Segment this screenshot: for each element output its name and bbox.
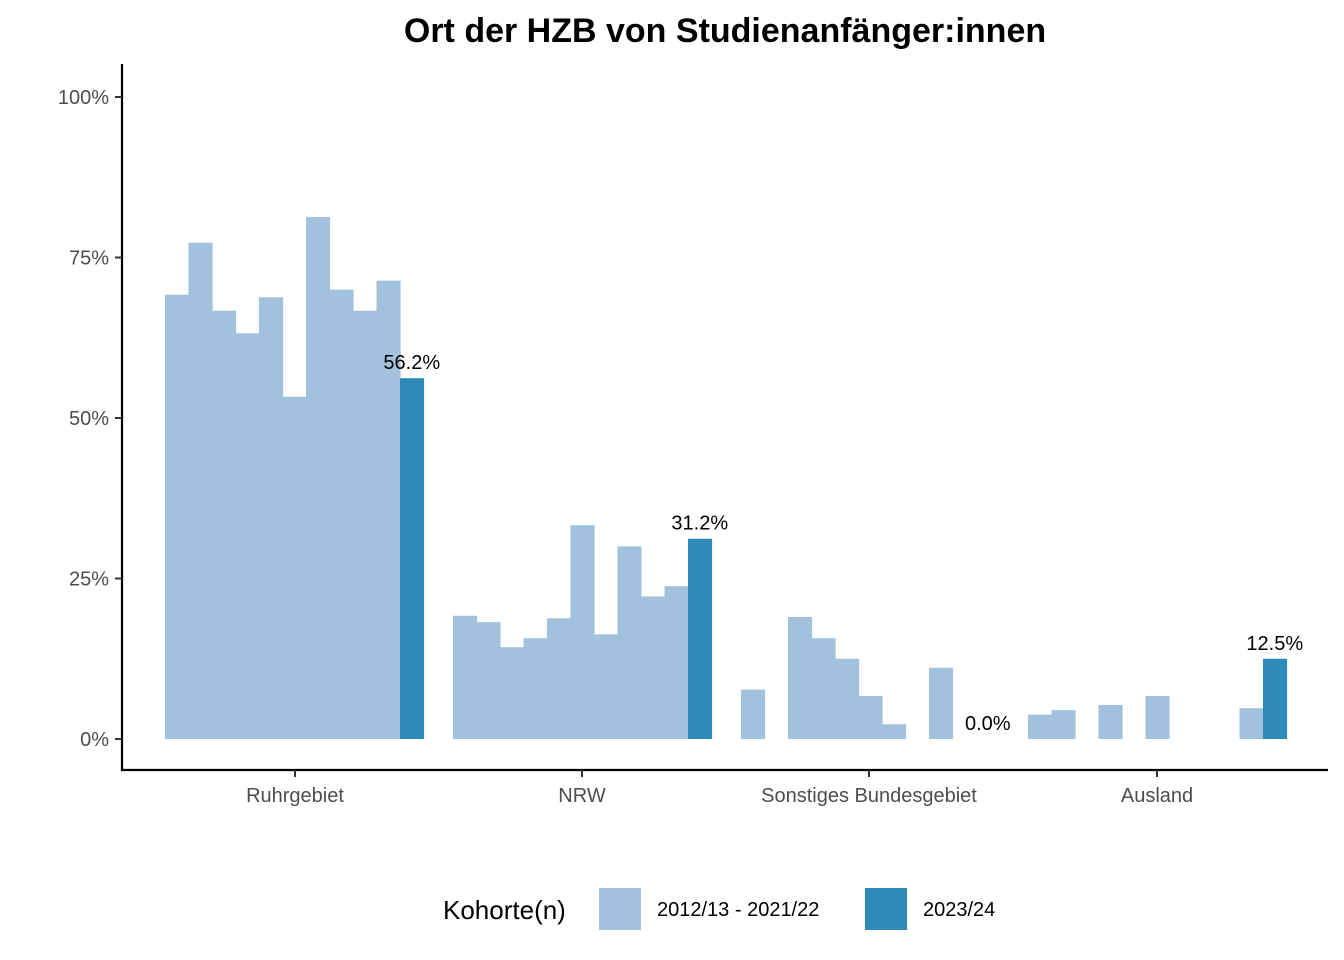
- bar-historic-cohort: [617, 546, 642, 739]
- bar-historic-cohort: [882, 724, 907, 739]
- bar-historic-cohort: [788, 617, 813, 739]
- bar-historic-cohort: [1051, 710, 1076, 739]
- bar-historic-cohort: [165, 294, 190, 739]
- legend-swatch-historic: [599, 888, 641, 930]
- y-tick-label: 50%: [69, 408, 109, 430]
- legend-swatch-current: [865, 888, 907, 930]
- bar-historic-cohort: [741, 689, 766, 739]
- bar-historic-cohort: [641, 596, 666, 739]
- x-tick-label: Ausland: [1121, 785, 1193, 807]
- bar-historic-cohort: [835, 658, 860, 739]
- bar-historic-cohort: [523, 638, 548, 739]
- y-tick-label: 75%: [69, 248, 109, 270]
- bar-historic-cohort: [664, 586, 689, 739]
- bar-data-label: 56.2%: [383, 352, 440, 374]
- bar-historic-cohort: [306, 217, 331, 739]
- bar-historic-cohort: [929, 667, 954, 739]
- x-axis: Ruhrgebiet NRW Sonstiges Bundesgebiet Ausla…: [121, 768, 1328, 807]
- legend: Kohorte(n) 2012/13 - 2021/22 2023/24: [443, 888, 995, 930]
- legend-label-historic: 2012/13 - 2021/22: [657, 899, 819, 921]
- legend-title: Kohorte(n): [443, 895, 566, 925]
- y-tick-label: 100%: [58, 87, 109, 109]
- data-labels-group: 56.2% 31.2% 0.0% 12.5%: [383, 352, 1303, 735]
- bar-historic-cohort: [212, 310, 237, 739]
- legend-label-current: 2023/24: [923, 899, 995, 921]
- bar-data-label: 12.5%: [1246, 633, 1303, 655]
- bar-historic-cohort: [500, 647, 525, 739]
- bar-historic-cohort: [811, 638, 836, 739]
- bar-current-cohort: [688, 538, 713, 739]
- bar-current-cohort: [1263, 658, 1288, 739]
- bar-historic-cohort: [376, 280, 401, 739]
- bar-historic-cohort: [570, 525, 595, 739]
- bar-historic-cohort: [1239, 708, 1264, 739]
- bar-historic-cohort: [353, 310, 378, 739]
- y-axis: 0% 25% 50% 75% 100%: [58, 64, 124, 771]
- bar-data-label: 0.0%: [965, 713, 1011, 735]
- y-tick-label: 0%: [80, 729, 109, 751]
- bar-historic-cohort: [329, 289, 354, 739]
- bar-historic-cohort: [1098, 704, 1123, 739]
- bar-historic-cohort: [547, 618, 572, 739]
- bar-historic-cohort: [1145, 695, 1170, 739]
- chart-title: Ort der HZB von Studienanfänger:innen: [404, 12, 1046, 50]
- bar-historic-cohort: [282, 396, 307, 739]
- x-tick-label: NRW: [558, 785, 606, 807]
- x-tick-label: Ruhrgebiet: [246, 785, 344, 807]
- bar-historic-cohort: [235, 333, 260, 739]
- bar-historic-cohort: [594, 634, 619, 739]
- bar-data-label: 31.2%: [671, 513, 728, 535]
- bar-historic-cohort: [453, 615, 478, 739]
- bar-historic-cohort: [858, 695, 883, 739]
- bar-historic-cohort: [476, 622, 501, 739]
- bar-historic-cohort: [188, 242, 213, 739]
- y-tick-label: 25%: [69, 569, 109, 591]
- bar-historic-cohort: [1028, 714, 1053, 739]
- bar-current-cohort: [400, 378, 425, 739]
- x-tick-label: Sonstiges Bundesgebiet: [761, 785, 977, 807]
- bars-group: [165, 217, 1288, 739]
- bar-historic-cohort: [259, 297, 284, 739]
